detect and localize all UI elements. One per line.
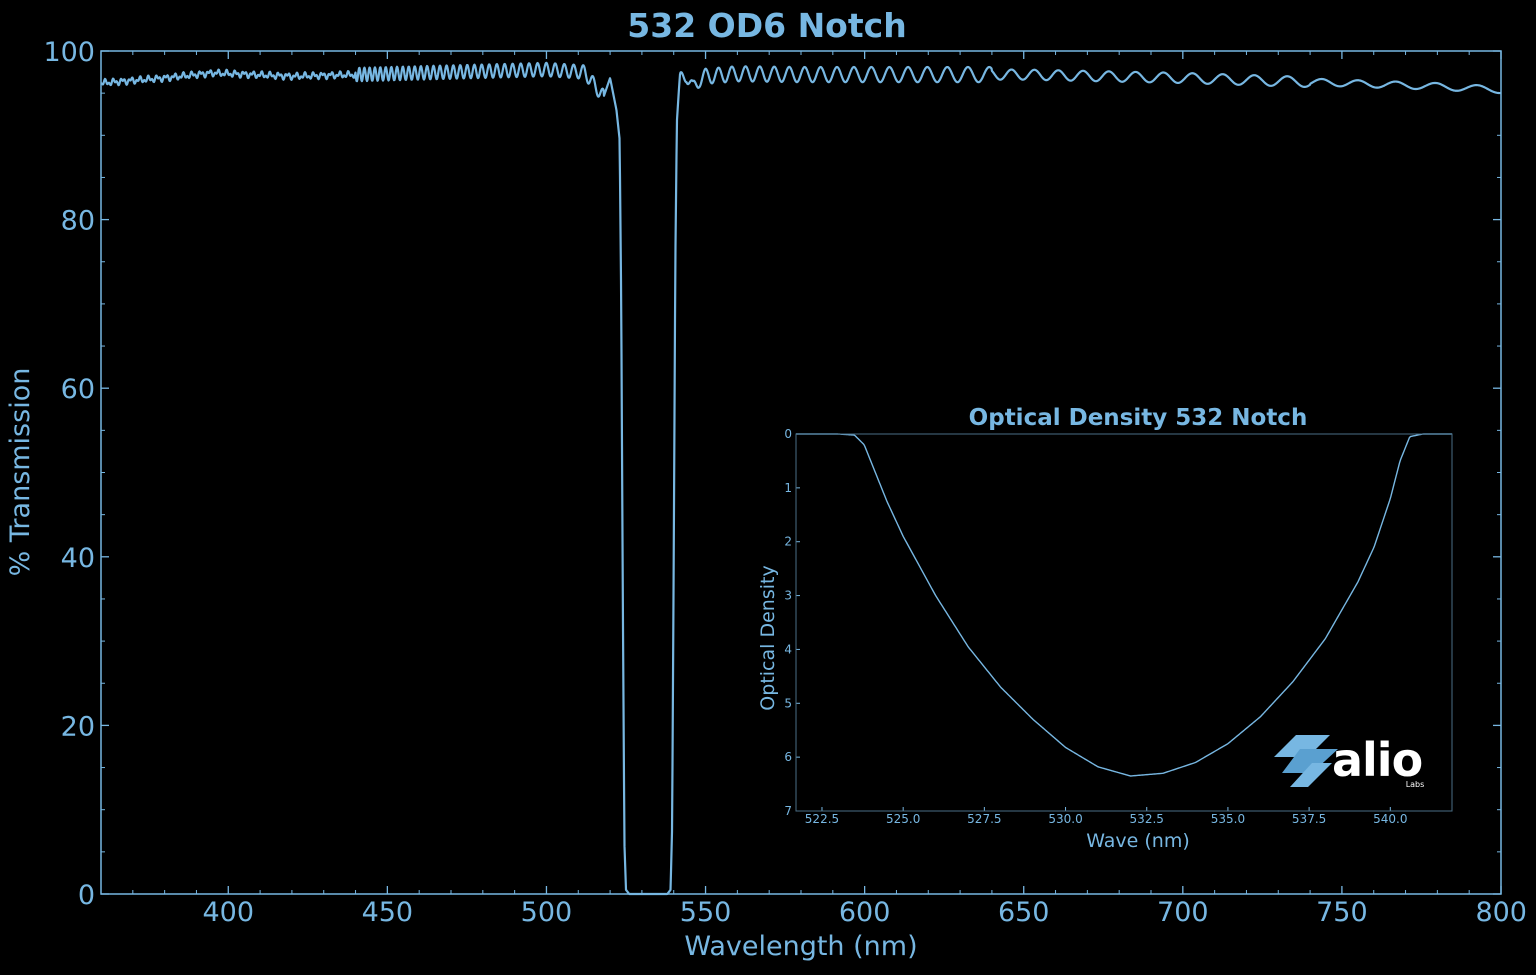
y-tick-label: 20 — [61, 711, 95, 742]
x-tick-label: 600 — [839, 897, 891, 928]
y-tick-label: 60 — [61, 374, 95, 405]
inset-series-line — [796, 433, 1452, 777]
inset-tick-labels: 522.5 525.0 527.5 530.0 532.5 535.0 537.5 540.0… — [784, 427, 1407, 826]
x-tick-label: 750 — [1316, 897, 1368, 928]
inset-x-tick-label: 532.5 — [1130, 812, 1164, 826]
main-chart: 532 OD6 Notch 400 450 500 550 600 650 700 750 80… — [5, 6, 1527, 962]
main-y-axis-label: % Transmission — [5, 368, 36, 577]
x-tick-label: 450 — [362, 897, 414, 928]
logo-mark-icon — [1274, 735, 1338, 787]
inset-chart-title: Optical Density 532 Notch — [969, 405, 1308, 431]
logo-subtext: Labs — [1406, 780, 1425, 789]
y-tick-label: 0 — [78, 880, 95, 911]
x-tick-label: 800 — [1475, 897, 1527, 928]
y-tick-label: 100 — [43, 37, 95, 68]
inset-y-axis-label: Optical Density — [757, 565, 779, 710]
logo-wordmark: alio — [1332, 733, 1422, 787]
inset-x-tick-label: 525.0 — [886, 812, 920, 826]
x-tick-label: 500 — [521, 897, 573, 928]
inset-y-tick-label: 4 — [784, 642, 792, 656]
inset-x-tick-label: 535.0 — [1211, 812, 1245, 826]
y-tick-label: 80 — [61, 206, 95, 237]
inset-y-tick-label: 1 — [784, 481, 792, 495]
inset-y-tick-label: 7 — [784, 804, 792, 818]
main-series-line — [100, 61, 1502, 896]
inset-y-tick-label: 2 — [784, 535, 792, 549]
inset-plot-frame — [795, 433, 1453, 812]
inset-y-tick-label: 0 — [784, 427, 792, 441]
main-chart-title: 532 OD6 Notch — [627, 6, 906, 45]
main-plot-frame — [100, 50, 1502, 895]
alio-logo: alio Labs — [1274, 733, 1424, 789]
inset-ticks — [796, 433, 1391, 812]
inset-x-tick-label: 537.5 — [1292, 812, 1326, 826]
inset-background — [796, 434, 1452, 811]
y-tick-label: 40 — [61, 543, 95, 574]
inset-x-tick-label: 540.0 — [1373, 812, 1407, 826]
x-tick-label: 400 — [202, 897, 254, 928]
inset-y-tick-label: 3 — [784, 589, 792, 603]
inset-chart: Optical Density 532 Notch 522.5 525.0 527.… — [757, 405, 1453, 852]
inset-x-axis-label: Wave (nm) — [1086, 830, 1190, 852]
inset-x-tick-label: 530.0 — [1048, 812, 1082, 826]
x-tick-label: 700 — [1157, 897, 1209, 928]
inset-y-tick-label: 6 — [784, 750, 792, 764]
inset-x-tick-label: 527.5 — [967, 812, 1001, 826]
x-tick-label: 550 — [680, 897, 732, 928]
main-x-axis-label: Wavelength (nm) — [684, 931, 917, 962]
inset-x-tick-label: 522.5 — [805, 812, 839, 826]
x-tick-label: 650 — [998, 897, 1050, 928]
inset-y-tick-label: 5 — [784, 696, 792, 710]
